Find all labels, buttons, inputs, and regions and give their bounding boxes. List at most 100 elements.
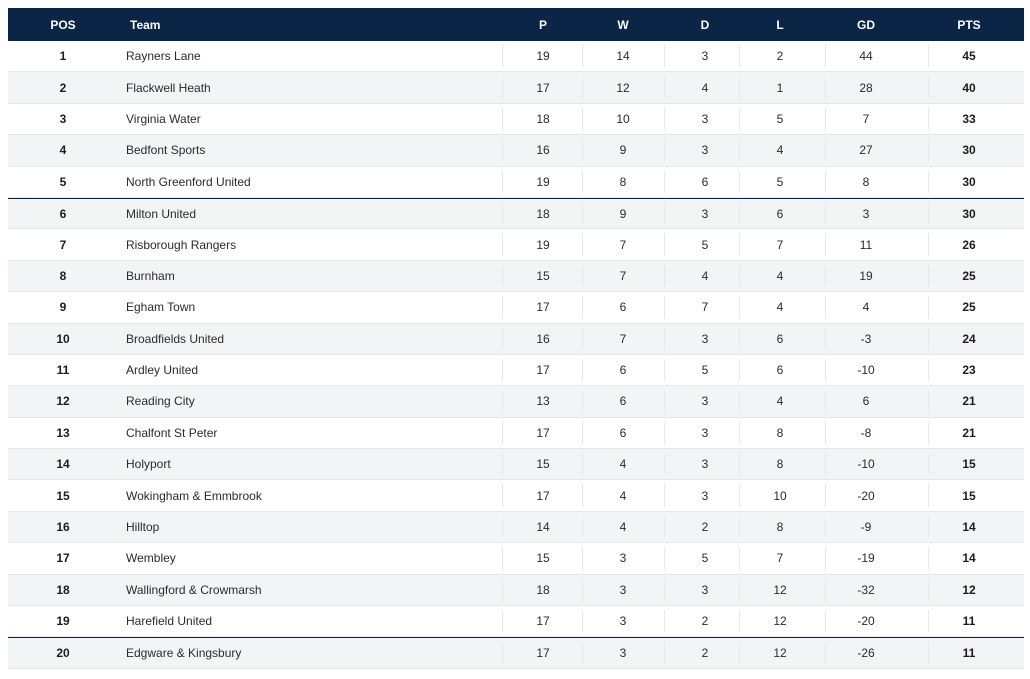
team-name-cell[interactable]: Virginia Water bbox=[126, 111, 201, 126]
won-cell: 7 bbox=[582, 261, 658, 291]
team-name-cell[interactable]: Risborough Rangers bbox=[126, 237, 237, 252]
drawn-cell: 5 bbox=[664, 229, 740, 259]
won-cell: 4 bbox=[582, 480, 658, 510]
table-row[interactable]: 18 Wallingford & Crowmarsh 18 3 3 12 -32 12 bbox=[8, 574, 1024, 607]
column-header-gd[interactable]: GD bbox=[857, 17, 875, 32]
team-name-cell[interactable]: Rayners Lane bbox=[126, 49, 201, 64]
points-cell: 14 bbox=[928, 543, 1004, 573]
position-cell: 2 bbox=[59, 80, 67, 95]
table-row[interactable]: 10 Broadfields United 16 7 3 6 -3 24 bbox=[8, 323, 1024, 355]
points-cell: 12 bbox=[928, 575, 1004, 605]
goal-difference-cell: 27 bbox=[825, 135, 901, 165]
position-cell: 11 bbox=[56, 363, 70, 378]
table-row[interactable]: 20 Edgware & Kingsbury 17 3 2 12 -26 11 bbox=[8, 637, 1024, 669]
table-row[interactable]: 5 North Greenford United 19 8 6 5 8 30 bbox=[8, 166, 1024, 198]
goal-difference-cell: 7 bbox=[825, 104, 901, 134]
table-row[interactable]: 3 Virginia Water 18 10 3 5 7 33 bbox=[8, 103, 1024, 136]
position-cell: 7 bbox=[59, 237, 67, 252]
lost-cell: 10 bbox=[739, 480, 815, 510]
table-row[interactable]: 13 Chalfont St Peter 17 6 3 8 -8 21 bbox=[8, 417, 1024, 450]
position-cell: 8 bbox=[59, 268, 67, 283]
won-cell: 6 bbox=[582, 418, 658, 448]
column-header-p[interactable]: P bbox=[538, 17, 547, 32]
played-cell: 18 bbox=[502, 575, 578, 605]
played-cell: 16 bbox=[502, 324, 578, 354]
points-cell: 33 bbox=[928, 104, 1004, 134]
column-header-l[interactable]: L bbox=[776, 17, 784, 32]
won-cell: 3 bbox=[582, 575, 658, 605]
column-header-w[interactable]: W bbox=[617, 17, 629, 32]
goal-difference-cell: -20 bbox=[825, 480, 901, 510]
team-name-cell[interactable]: Wembley bbox=[126, 551, 176, 566]
table-row[interactable]: 9 Egham Town 17 6 7 4 4 25 bbox=[8, 292, 1024, 324]
played-cell: 19 bbox=[502, 167, 578, 197]
team-name-cell[interactable]: Flackwell Heath bbox=[126, 80, 211, 95]
won-cell: 14 bbox=[582, 41, 658, 71]
lost-cell: 6 bbox=[739, 355, 815, 385]
played-cell: 17 bbox=[502, 355, 578, 385]
position-cell: 3 bbox=[59, 111, 67, 126]
team-name-cell[interactable]: Bedfont Sports bbox=[126, 143, 206, 158]
team-name-cell[interactable]: Edgware & Kingsbury bbox=[126, 646, 242, 661]
drawn-cell: 3 bbox=[664, 104, 740, 134]
goal-difference-cell: 8 bbox=[825, 167, 901, 197]
team-name-cell[interactable]: Harefield United bbox=[126, 614, 213, 629]
goal-difference-cell: 11 bbox=[825, 229, 901, 259]
team-name-cell[interactable]: Broadfields United bbox=[126, 331, 225, 346]
lost-cell: 5 bbox=[739, 104, 815, 134]
team-name-cell[interactable]: Reading City bbox=[126, 394, 195, 409]
column-header-pts[interactable]: PTS bbox=[957, 17, 981, 32]
drawn-cell: 2 bbox=[664, 512, 740, 542]
played-cell: 17 bbox=[502, 606, 578, 636]
table-row[interactable]: 1 Rayners Lane 19 14 3 2 44 45 bbox=[8, 41, 1024, 73]
table-row[interactable]: 2 Flackwell Heath 17 12 4 1 28 40 bbox=[8, 72, 1024, 104]
played-cell: 14 bbox=[502, 512, 578, 542]
position-cell: 9 bbox=[59, 300, 67, 315]
team-name-cell[interactable]: Hilltop bbox=[126, 520, 160, 535]
played-cell: 19 bbox=[502, 229, 578, 259]
points-cell: 15 bbox=[928, 449, 1004, 479]
team-name-cell[interactable]: Wallingford & Crowmarsh bbox=[126, 582, 262, 597]
column-header-team[interactable]: Team bbox=[130, 17, 161, 32]
column-header-pos[interactable]: POS bbox=[50, 17, 76, 32]
played-cell: 17 bbox=[502, 72, 578, 102]
lost-cell: 4 bbox=[739, 292, 815, 322]
column-header-d[interactable]: D bbox=[700, 17, 710, 32]
position-cell: 14 bbox=[56, 457, 70, 472]
lost-cell: 4 bbox=[739, 386, 815, 416]
table-row[interactable]: 4 Bedfont Sports 16 9 3 4 27 30 bbox=[8, 135, 1024, 167]
won-cell: 8 bbox=[582, 167, 658, 197]
position-cell: 20 bbox=[56, 646, 70, 661]
points-cell: 45 bbox=[928, 41, 1004, 71]
won-cell: 3 bbox=[582, 606, 658, 636]
table-row[interactable]: 11 Ardley United 17 6 5 6 -10 23 bbox=[8, 354, 1024, 387]
position-cell: 13 bbox=[56, 425, 70, 440]
table-row[interactable]: 12 Reading City 13 6 3 4 6 21 bbox=[8, 386, 1024, 418]
team-name-cell[interactable]: Wokingham & Emmbrook bbox=[126, 488, 262, 503]
team-name-cell[interactable]: Burnham bbox=[126, 268, 175, 283]
table-row[interactable]: 15 Wokingham & Emmbrook 17 4 3 10 -20 15 bbox=[8, 480, 1024, 512]
table-row[interactable]: 8 Burnham 15 7 4 4 19 25 bbox=[8, 260, 1024, 293]
table-row[interactable]: 14 Holyport 15 4 3 8 -10 15 bbox=[8, 449, 1024, 481]
played-cell: 17 bbox=[502, 292, 578, 322]
lost-cell: 6 bbox=[739, 324, 815, 354]
team-name-cell[interactable]: Egham Town bbox=[126, 300, 196, 315]
table-header: POS Team P W D L GD PTS bbox=[8, 8, 1024, 41]
team-name-cell[interactable]: Ardley United bbox=[126, 363, 199, 378]
team-name-cell[interactable]: Chalfont St Peter bbox=[126, 425, 218, 440]
table-row[interactable]: 7 Risborough Rangers 19 7 5 7 11 26 bbox=[8, 229, 1024, 261]
won-cell: 6 bbox=[582, 355, 658, 385]
team-name-cell[interactable]: Holyport bbox=[126, 457, 171, 472]
team-name-cell[interactable]: Milton United bbox=[126, 206, 197, 221]
drawn-cell: 3 bbox=[664, 480, 740, 510]
points-cell: 25 bbox=[928, 292, 1004, 322]
position-cell: 10 bbox=[56, 331, 70, 346]
table-row[interactable]: 19 Harefield United 17 3 2 12 -20 11 bbox=[8, 606, 1024, 638]
table-row[interactable]: 6 Milton United 18 9 3 6 3 30 bbox=[8, 197, 1024, 230]
points-cell: 26 bbox=[928, 229, 1004, 259]
table-row[interactable]: 17 Wembley 15 3 5 7 -19 14 bbox=[8, 543, 1024, 575]
team-name-cell[interactable]: North Greenford United bbox=[126, 174, 251, 189]
points-cell: 25 bbox=[928, 261, 1004, 291]
table-row[interactable]: 16 Hilltop 14 4 2 8 -9 14 bbox=[8, 511, 1024, 544]
won-cell: 4 bbox=[582, 449, 658, 479]
